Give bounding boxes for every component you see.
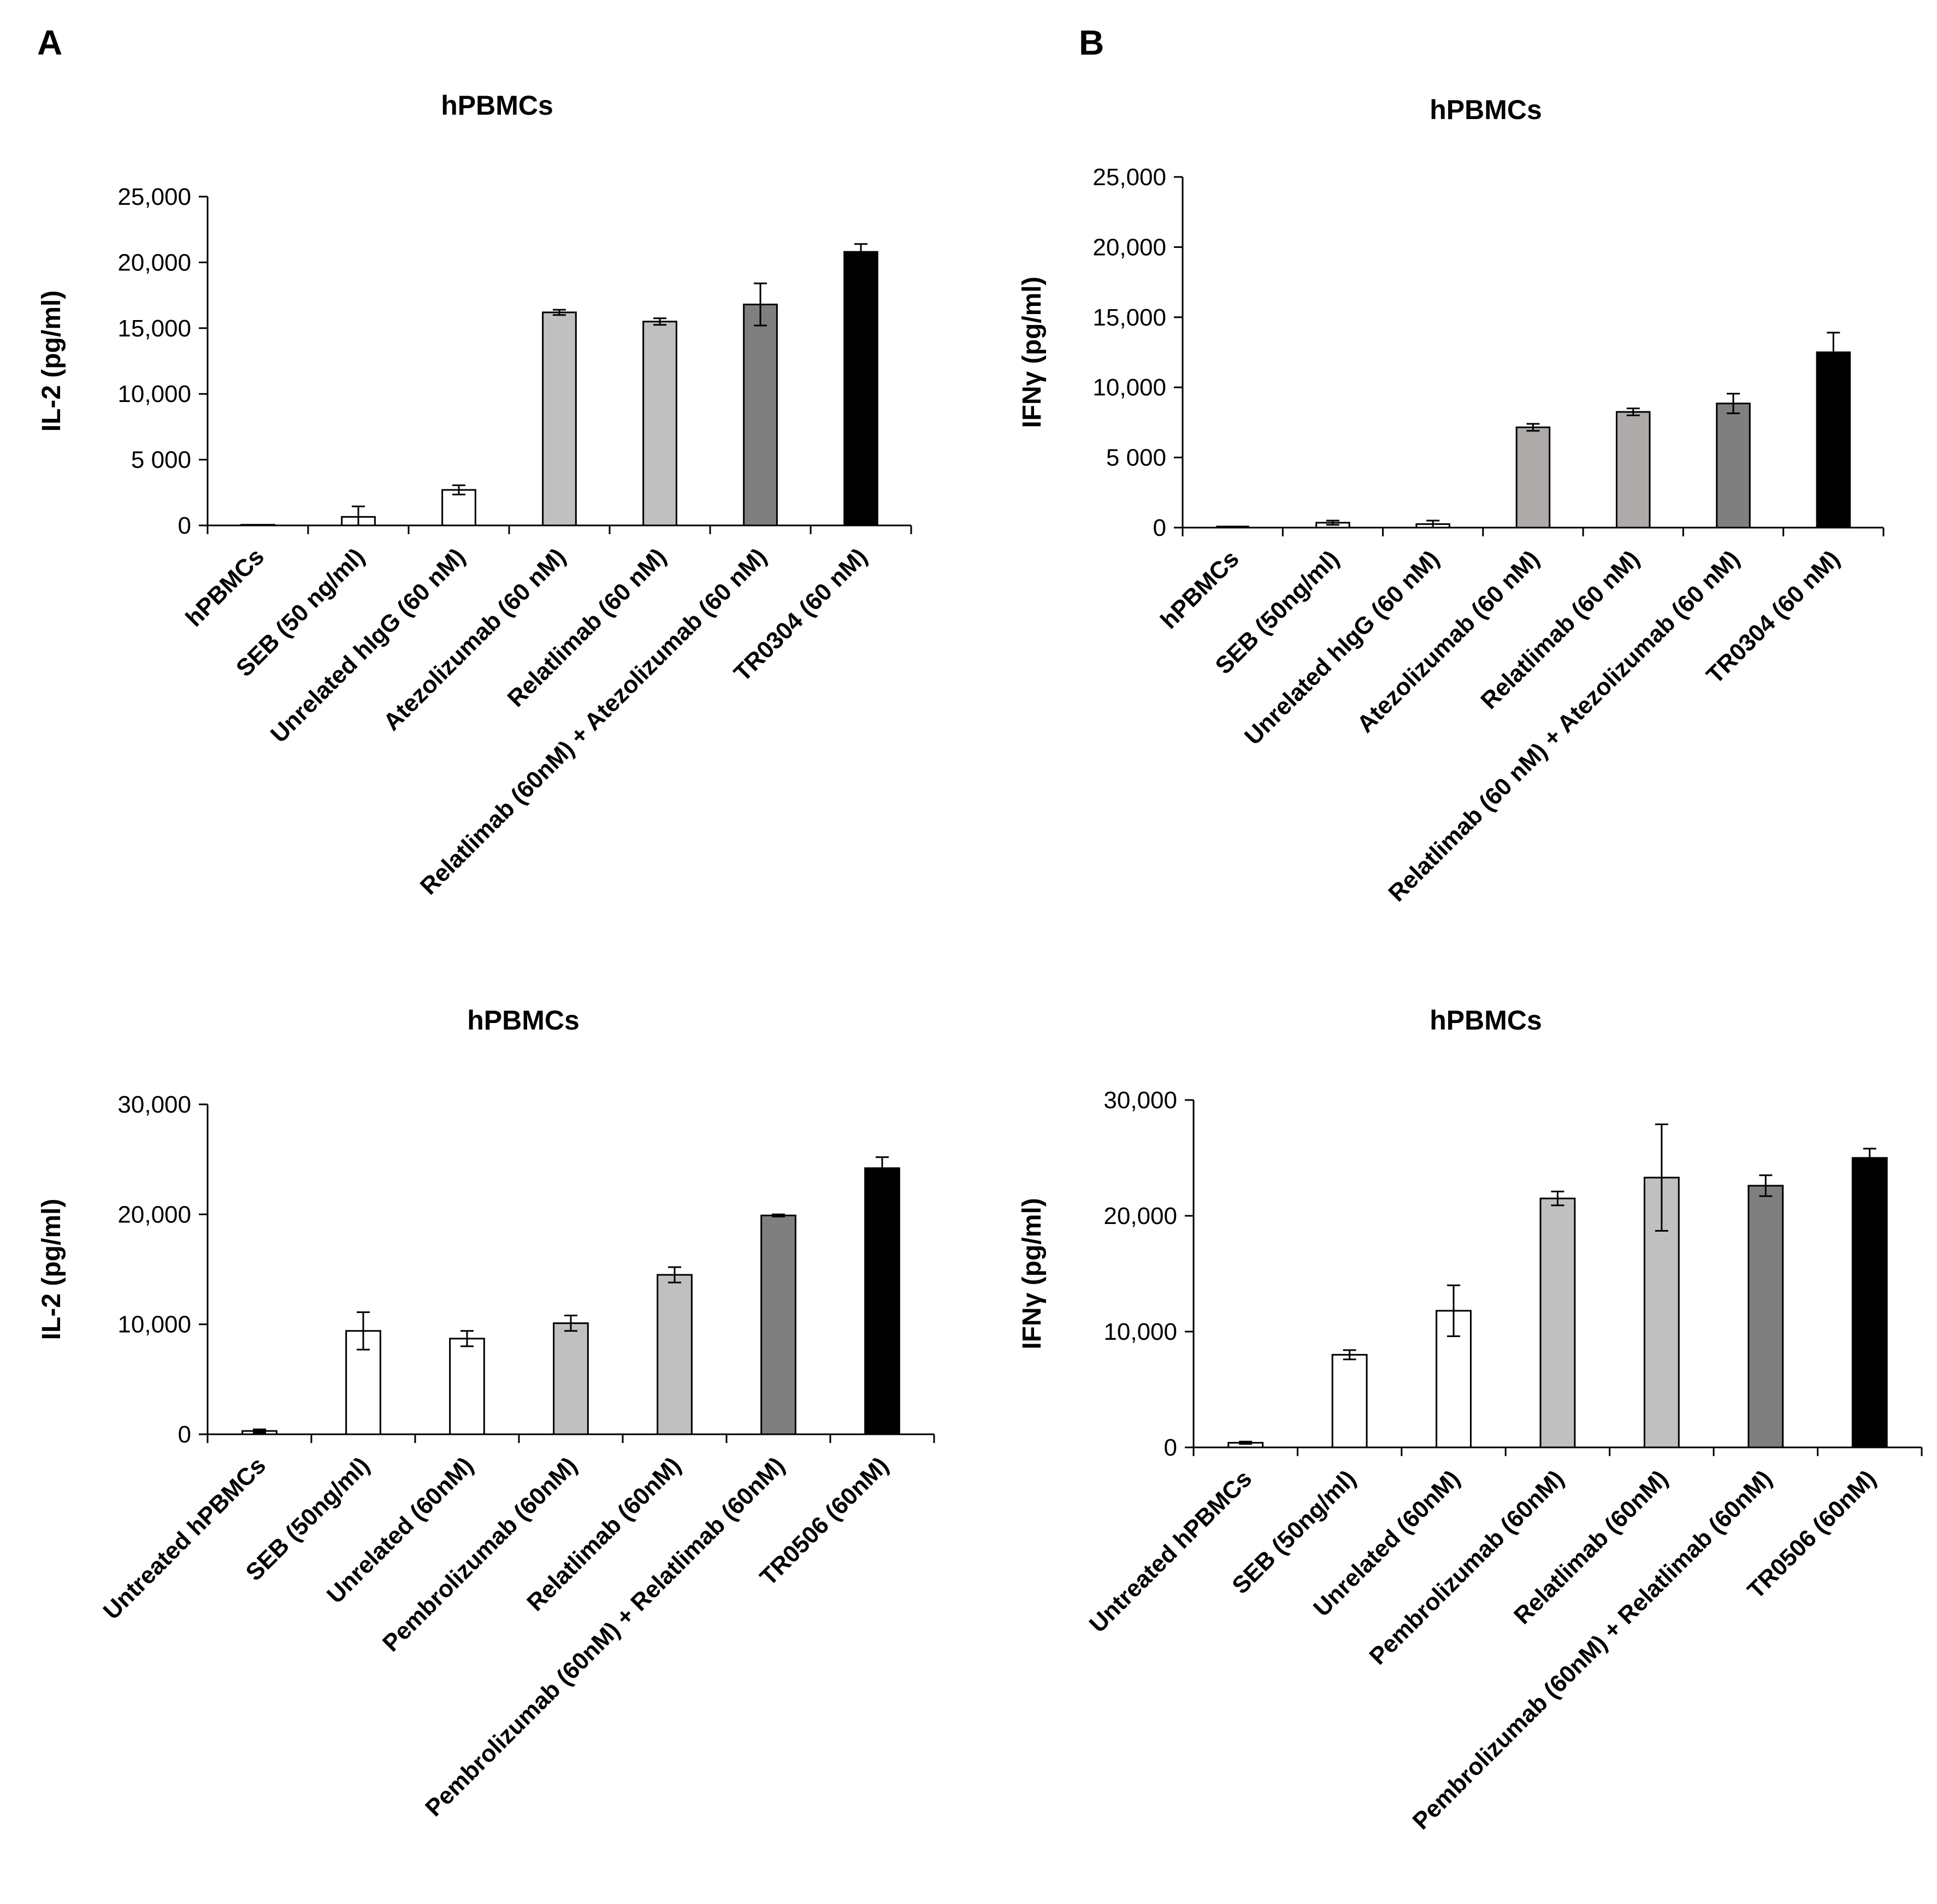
chart-title: hPBMCs [441, 90, 553, 121]
y-tick-label: 5 000 [1106, 445, 1166, 471]
y-tick-label: 10,000 [1092, 374, 1166, 401]
y-tick-label: 20,000 [117, 1201, 191, 1228]
y-tick-label: 20,000 [1092, 234, 1166, 261]
bar [864, 1167, 900, 1435]
y-tick-label: 0 [1164, 1434, 1177, 1461]
y-tick-label: 30,000 [117, 1091, 191, 1118]
bar [657, 1274, 693, 1435]
y-axis-label: IFNγ (pg/ml) [1018, 1198, 1047, 1349]
x-tick-label: Pembrolizumab (60nM) + Relatlimab (60nM) [420, 1452, 790, 1822]
x-tick-label: hPBMCs [1155, 545, 1244, 634]
y-tick-label: 10,000 [117, 1311, 191, 1338]
x-tick-label: hPBMCs [181, 543, 270, 632]
y-tick-label: 20,000 [117, 249, 191, 276]
y-tick-label: 0 [1153, 515, 1166, 541]
x-tick-label: Untreated hPBMCs [98, 1452, 271, 1624]
y-tick-label: 0 [178, 1421, 191, 1448]
chart-ifng-bottom: hPBMCs IFNγ (pg/ml) 0 10,000 20,000 30,000 Unt… [1018, 1005, 1923, 1835]
y-tick-label: 25,000 [117, 184, 191, 210]
y-axis-label: IL-2 (pg/ml) [37, 291, 66, 432]
y-tick-label: 0 [178, 512, 191, 539]
x-tick-label: Relatlimab (60 nM) + Atezolizumab (60 nM… [1383, 545, 1745, 907]
bar [542, 311, 577, 527]
bar [1515, 426, 1551, 529]
bar [1747, 1185, 1784, 1448]
bar [1331, 1353, 1368, 1448]
bar [1539, 1197, 1576, 1448]
chart-title: hPBMCs [1430, 1005, 1542, 1036]
x-tick-label: Untreated hPBMCs [1084, 1465, 1257, 1637]
x-tick-label: Atezolizumab (60 nM) [378, 543, 571, 736]
bar [1816, 351, 1851, 529]
y-tick-label: 20,000 [1103, 1203, 1177, 1229]
bar [553, 1322, 589, 1435]
y-tick-label: 5 000 [131, 447, 191, 474]
panel-label-a: A [37, 23, 62, 62]
y-tick-label: 10,000 [1103, 1318, 1177, 1345]
bar [1716, 403, 1751, 529]
x-tick-label: Pembrolizumab (60nM) [377, 1452, 582, 1657]
bar [1616, 411, 1651, 529]
chart-il2-top: hPBMCs IL-2 (pg/ml) 0 5 000 10,000 15,000 20,0… [37, 90, 912, 900]
y-tick-label: 30,000 [1103, 1087, 1177, 1114]
chart-title: hPBMCs [1430, 94, 1542, 125]
y-axis-label: IFNγ (pg/ml) [1018, 276, 1047, 428]
y-tick-label: 15,000 [117, 315, 191, 342]
y-tick-label: 25,000 [1092, 164, 1166, 191]
y-axis-label: IL-2 (pg/ml) [37, 1199, 66, 1340]
x-tick-label: Relatlimab (60nM) + Atezolizumab (60 nM) [415, 543, 772, 900]
bar [743, 303, 778, 527]
x-tick-label: Unrelated hIgG (60 nM) [265, 543, 470, 748]
chart-il2-bottom: hPBMCs IL-2 (pg/ml) 0 10,000 20,000 30,000 Unt… [37, 1005, 935, 1822]
y-tick-label: 10,000 [117, 381, 191, 407]
y-tick-label: 15,000 [1092, 304, 1166, 331]
chart-ifng-top: hPBMCs IFNγ (pg/ml) 0 5 000 10,000 15,000 20,0… [1018, 94, 1885, 907]
chart-title: hPBMCs [467, 1005, 580, 1036]
panel-label-b: B [1079, 23, 1104, 62]
x-tick-label: Pembrolizumab (60nM) + Relatlimab (60nM) [1408, 1465, 1777, 1835]
bar [760, 1214, 796, 1435]
x-tick-label: Atezolizumab (60 nM) [1352, 545, 1545, 738]
bar [449, 1338, 485, 1435]
x-tick-label: Pembrolizumab (60nM) [1364, 1465, 1569, 1670]
x-tick-label: Unrelated hIgG (60 nM) [1239, 545, 1444, 750]
bar [843, 251, 878, 527]
bar [642, 321, 677, 527]
bar [1851, 1157, 1888, 1448]
